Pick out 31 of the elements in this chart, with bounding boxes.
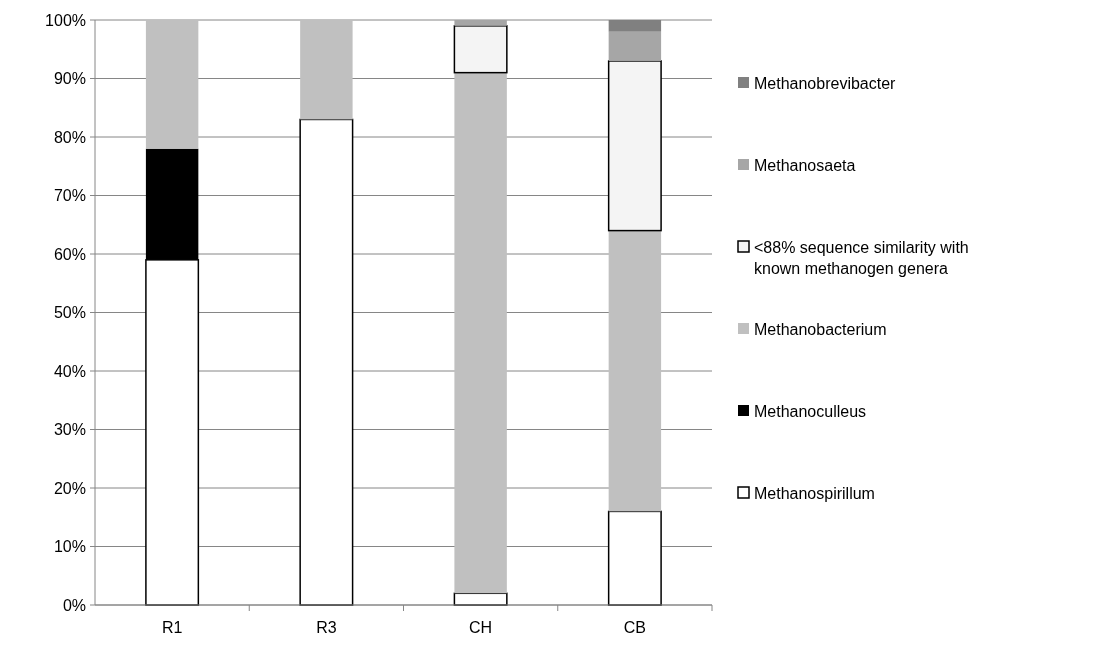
bar — [453, 25, 508, 74]
legend-label: Methanobacterium — [754, 320, 887, 338]
y-tick-label: 30% — [53, 421, 86, 439]
bar — [299, 118, 354, 606]
legend-label: Methanoculleus — [754, 402, 867, 420]
y-tick-label: 70% — [53, 187, 86, 205]
bar — [607, 60, 662, 232]
y-tick-label: 60% — [53, 245, 86, 263]
bar — [454, 72, 507, 594]
x-tick-label: CB — [623, 619, 646, 636]
x-tick-label: CH — [469, 619, 493, 636]
y-tick-label: 10% — [53, 538, 86, 556]
y-tick-label: 80% — [53, 128, 86, 146]
x-tick-label: R3 — [316, 619, 337, 636]
bar — [607, 510, 662, 606]
legend-label: Methanobrevibacter — [754, 74, 897, 92]
bar — [145, 20, 199, 149]
y-tick-label: 100% — [45, 11, 86, 29]
legend-label: Methanospirillum — [754, 484, 875, 502]
legend-label: <88% sequence similarity with known methanogen genera — [754, 238, 969, 278]
y-tick-label: 40% — [53, 362, 86, 380]
bar — [608, 31, 662, 61]
bar — [300, 20, 353, 120]
bar — [454, 20, 507, 26]
y-tick-label: 20% — [53, 479, 86, 497]
y-tick-label: 90% — [53, 70, 86, 88]
legend-label: Methanosaeta — [754, 156, 856, 174]
y-tick-label: 0% — [62, 596, 86, 614]
x-tick-label: R1 — [161, 619, 183, 636]
y-tick-label: 50% — [53, 304, 86, 322]
bar — [608, 230, 662, 512]
